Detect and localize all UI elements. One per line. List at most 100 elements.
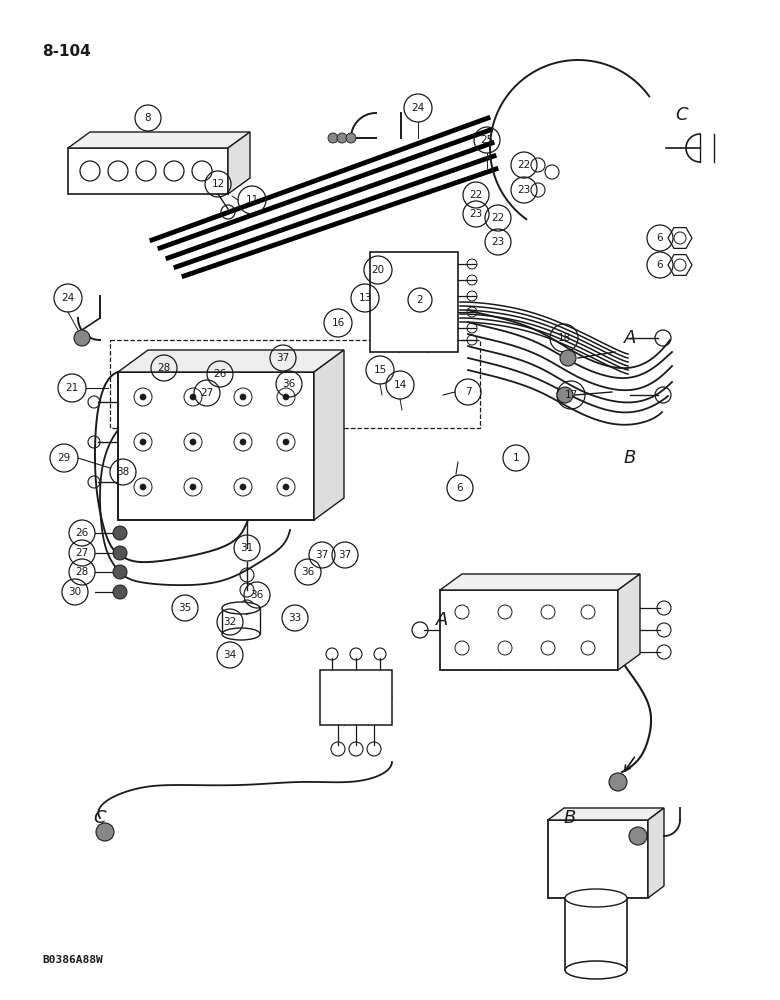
- Circle shape: [190, 394, 196, 400]
- Bar: [68, 148, 228, 194]
- Polygon shape: [618, 574, 640, 670]
- Bar: [548, 820, 648, 898]
- Text: 37: 37: [315, 550, 328, 560]
- Circle shape: [113, 565, 127, 579]
- Circle shape: [140, 394, 146, 400]
- Polygon shape: [68, 132, 250, 148]
- Circle shape: [240, 394, 246, 400]
- Text: 33: 33: [289, 613, 302, 623]
- Text: 21: 21: [66, 383, 79, 393]
- Text: 38: 38: [116, 467, 129, 477]
- Text: 7: 7: [465, 387, 471, 397]
- Bar: [370, 252, 458, 352]
- Ellipse shape: [222, 628, 260, 640]
- Ellipse shape: [222, 602, 260, 614]
- Polygon shape: [314, 350, 344, 520]
- Polygon shape: [668, 255, 692, 275]
- Text: 6: 6: [657, 233, 663, 243]
- Text: C: C: [675, 106, 688, 124]
- Text: 22: 22: [470, 190, 483, 200]
- Text: 8-104: 8-104: [42, 44, 90, 60]
- Text: 26: 26: [214, 369, 227, 379]
- Polygon shape: [648, 808, 664, 898]
- Circle shape: [190, 439, 196, 445]
- Text: 6: 6: [657, 260, 663, 270]
- Circle shape: [337, 133, 347, 143]
- Circle shape: [190, 484, 196, 490]
- Circle shape: [283, 394, 289, 400]
- Text: A: A: [624, 329, 636, 347]
- Text: 18: 18: [558, 333, 571, 343]
- Text: 30: 30: [69, 587, 82, 597]
- Text: 36: 36: [282, 379, 296, 389]
- Text: 13: 13: [358, 293, 371, 303]
- Polygon shape: [668, 228, 692, 248]
- Text: 22: 22: [491, 213, 505, 223]
- Circle shape: [240, 484, 246, 490]
- Text: 34: 34: [223, 650, 236, 660]
- Circle shape: [113, 585, 127, 599]
- Ellipse shape: [565, 889, 627, 907]
- Text: C: C: [94, 809, 106, 827]
- Circle shape: [140, 439, 146, 445]
- Polygon shape: [118, 350, 344, 372]
- Text: 37: 37: [339, 550, 352, 560]
- Circle shape: [74, 330, 90, 346]
- Text: 32: 32: [223, 617, 236, 627]
- Circle shape: [283, 484, 289, 490]
- Text: B: B: [624, 449, 636, 467]
- Circle shape: [240, 439, 246, 445]
- Circle shape: [629, 827, 647, 845]
- Text: 24: 24: [62, 293, 75, 303]
- Text: 12: 12: [211, 179, 225, 189]
- Text: 27: 27: [76, 548, 89, 558]
- Text: 23: 23: [491, 237, 505, 247]
- Text: 15: 15: [374, 365, 387, 375]
- Text: 23: 23: [517, 185, 530, 195]
- Text: 25: 25: [480, 135, 494, 145]
- Text: 36: 36: [250, 590, 264, 600]
- Polygon shape: [228, 132, 250, 194]
- Circle shape: [113, 546, 127, 560]
- Text: 28: 28: [76, 567, 89, 577]
- Text: 28: 28: [158, 363, 171, 373]
- Text: 1: 1: [512, 453, 519, 463]
- Bar: [440, 590, 618, 670]
- Text: 36: 36: [301, 567, 314, 577]
- Text: 26: 26: [76, 528, 89, 538]
- Bar: [222, 608, 260, 634]
- Bar: [320, 670, 392, 725]
- Text: 29: 29: [58, 453, 71, 463]
- Circle shape: [557, 387, 573, 403]
- Text: 6: 6: [456, 483, 463, 493]
- Circle shape: [140, 484, 146, 490]
- Text: 14: 14: [393, 380, 406, 390]
- Bar: [110, 340, 480, 428]
- Text: 23: 23: [470, 209, 483, 219]
- Text: 27: 27: [200, 388, 214, 398]
- Bar: [118, 372, 314, 520]
- Circle shape: [328, 133, 338, 143]
- Bar: [565, 898, 627, 970]
- Ellipse shape: [565, 961, 627, 979]
- Text: 17: 17: [565, 390, 578, 400]
- Circle shape: [96, 823, 114, 841]
- Text: 11: 11: [246, 195, 259, 205]
- Text: 37: 37: [276, 353, 289, 363]
- Text: 8: 8: [144, 113, 151, 123]
- Circle shape: [113, 526, 127, 540]
- Text: 2: 2: [417, 295, 424, 305]
- Text: 31: 31: [240, 543, 254, 553]
- Text: 16: 16: [332, 318, 345, 328]
- Circle shape: [283, 439, 289, 445]
- Circle shape: [560, 350, 576, 366]
- Text: 20: 20: [371, 265, 385, 275]
- Text: A: A: [436, 611, 448, 629]
- Polygon shape: [440, 574, 640, 590]
- Text: 22: 22: [517, 160, 530, 170]
- Text: B0386A88W: B0386A88W: [42, 955, 103, 965]
- Text: 24: 24: [411, 103, 424, 113]
- Circle shape: [346, 133, 356, 143]
- Circle shape: [609, 773, 627, 791]
- Text: 35: 35: [179, 603, 192, 613]
